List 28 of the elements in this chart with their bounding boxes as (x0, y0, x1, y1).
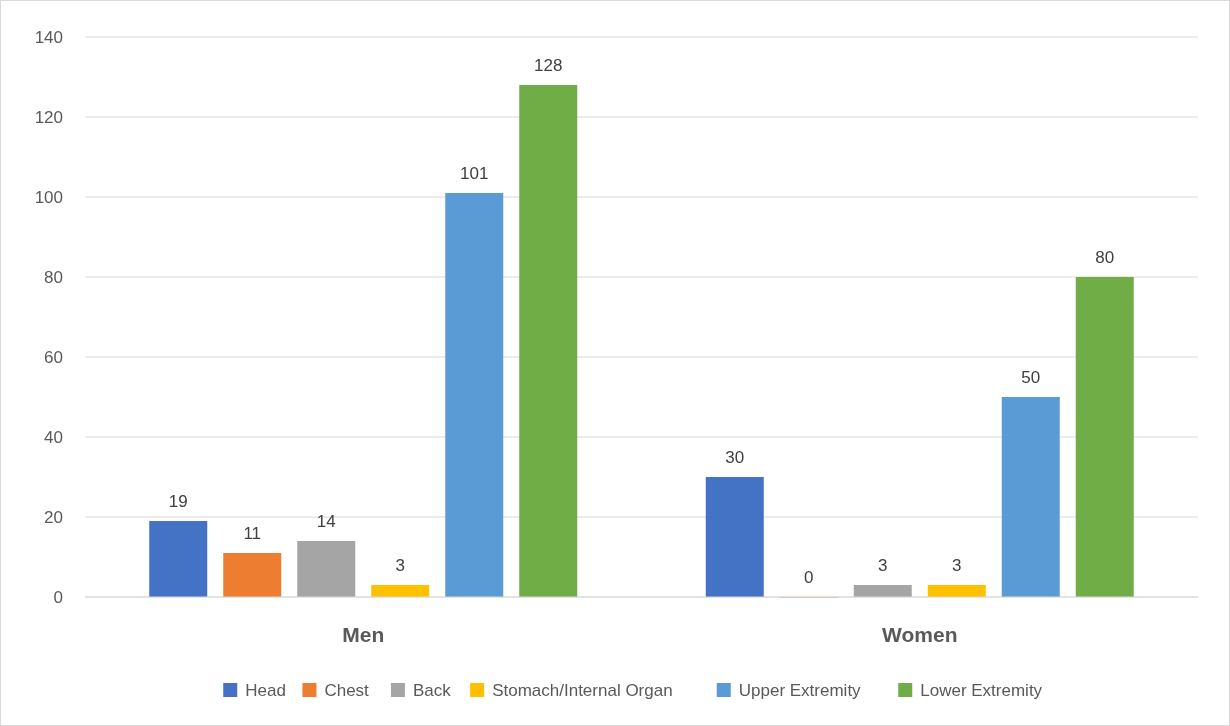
y-tick-label: 100 (34, 187, 63, 207)
y-tick-label: 20 (44, 507, 63, 527)
data-label: 30 (725, 448, 745, 467)
data-label: 11 (243, 524, 262, 543)
legend-label: Head (245, 680, 286, 700)
legend-label: Stomach/Internal Organ (492, 680, 673, 700)
legend-label: Back (412, 680, 452, 700)
data-label: 19 (168, 492, 188, 511)
data-label: 3 (878, 556, 888, 575)
data-label: 80 (1095, 248, 1115, 267)
legend-label: Lower Extremity (920, 680, 1043, 700)
legend-label: Upper Extremity (738, 680, 862, 700)
data-label: 3 (952, 556, 962, 575)
y-tick-label: 0 (53, 587, 63, 607)
data-label: 3 (395, 556, 405, 575)
y-tick-label: 80 (44, 267, 63, 287)
y-tick-label: 40 (44, 427, 63, 447)
legend-label: Chest (324, 680, 370, 700)
x-tick-label: Women (882, 623, 958, 646)
data-label: 14 (316, 512, 336, 531)
data-label: 0 (804, 568, 814, 587)
x-tick-label: Men (342, 623, 385, 646)
y-tick-label: 140 (34, 27, 63, 47)
data-label: 128 (534, 56, 563, 75)
y-tick-label: 60 (44, 347, 63, 367)
data-label: 101 (460, 164, 489, 183)
y-tick-label: 120 (34, 107, 63, 127)
data-label: 50 (1021, 368, 1041, 387)
